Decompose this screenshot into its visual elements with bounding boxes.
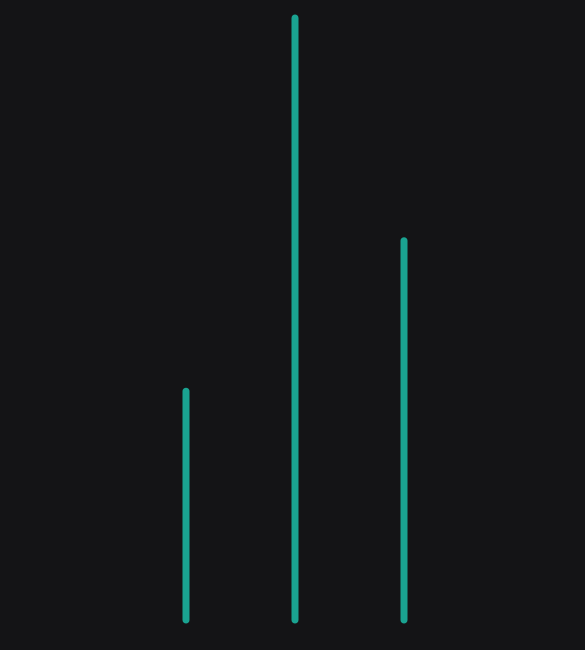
chart-container — [182, 14, 408, 624]
bar-chart — [182, 14, 408, 624]
